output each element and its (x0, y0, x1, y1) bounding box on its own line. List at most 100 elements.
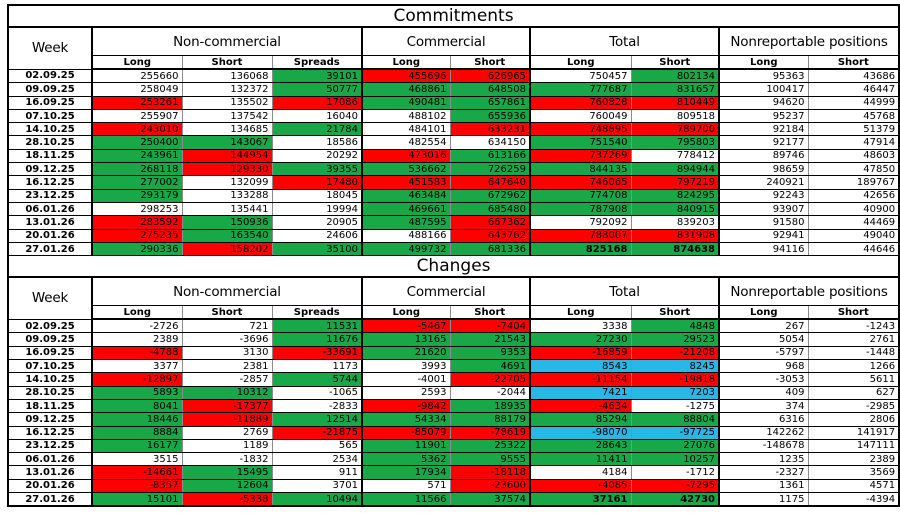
value-cell: 643762 (449, 228, 531, 243)
week-header: Week (7, 26, 93, 70)
value-cell: -3053 (718, 372, 809, 387)
value-cell: 3338 (529, 318, 632, 334)
table-row: 16.09.25 -4788 3130 -33691 21620 9353 -16859 -2… (7, 345, 900, 361)
section-title: Changes (6, 255, 900, 279)
value-cell: 748895 (529, 122, 632, 137)
value-cell: 16040 (271, 108, 363, 124)
col-header-short: Short (807, 305, 900, 321)
value-cell: 1189 (181, 438, 273, 454)
value-cell: -1065 (271, 385, 363, 400)
value-cell: 93907 (718, 201, 809, 217)
value-cell: 243961 (91, 148, 183, 164)
value-cell: -3696 (181, 332, 273, 347)
week-cell: 16.09.25 (7, 95, 93, 110)
value-cell: 3377 (91, 359, 183, 374)
value-cell: 1266 (807, 359, 900, 374)
value-cell: 667362 (449, 215, 531, 230)
table-row: 28.10.25 5893 10312 -1065 2593 -2044 7421 7203 4… (7, 385, 900, 400)
value-cell: 95237 (718, 108, 809, 124)
value-cell: 144954 (181, 148, 273, 164)
value-cell: 2389 (807, 452, 900, 467)
value-cell: -2726 (91, 318, 183, 334)
value-cell: 268118 (91, 162, 183, 177)
value-cell: 290336 (91, 241, 183, 257)
week-cell: 14.10.25 (7, 122, 93, 137)
value-cell: 18935 (449, 398, 531, 414)
value-cell: 189767 (807, 175, 900, 190)
value-cell: 43686 (807, 68, 900, 84)
col-header-short: Short (181, 305, 273, 321)
week-cell: 13.01.26 (7, 215, 93, 230)
value-cell: 24606 (271, 228, 363, 243)
table-row: 18.11.25 243961 144954 20292 473016 613166 737… (7, 148, 900, 164)
value-cell: 3993 (361, 359, 451, 374)
value-cell: -5467 (361, 318, 451, 334)
value-cell: 49040 (807, 228, 900, 243)
group-noncommercial: Non-commercial (91, 276, 363, 307)
value-cell: 136068 (181, 68, 273, 84)
value-cell: 911 (271, 465, 363, 480)
value-cell: 8884 (91, 425, 183, 440)
value-cell: 18586 (271, 135, 363, 150)
value-cell: 9353 (449, 345, 531, 361)
value-cell: 3515 (91, 452, 183, 467)
sub-header-row: Long Short Spreads Long Short Long Short… (8, 55, 900, 70)
group-total: Total (529, 276, 720, 307)
table-row: 23.12.25 293179 133288 18045 463484 672962 774… (7, 188, 900, 203)
value-cell: 2389 (91, 332, 183, 347)
table-row: 07.10.25 3377 2381 1173 3993 4691 8543 8245 968 1… (7, 359, 900, 374)
value-cell: 499732 (361, 241, 451, 257)
group-header-row: Week Non-commercial Commercial Total Non… (7, 26, 900, 70)
value-cell: 13165 (361, 332, 451, 347)
value-cell: 750457 (529, 68, 632, 84)
value-cell: 42730 (630, 492, 720, 507)
group-nonreportable: Nonreportable positions (717, 276, 900, 307)
week-cell: 09.12.25 (7, 162, 93, 177)
group-commercial: Commercial (361, 26, 531, 56)
value-cell: -1243 (807, 318, 900, 334)
value-cell: -17377 (181, 398, 273, 414)
value-cell: 894944 (630, 162, 720, 177)
value-cell: 809518 (630, 108, 720, 124)
value-cell: -12897 (91, 372, 183, 387)
table-row: 14.10.25 243010 134685 21784 484101 633231 748… (7, 122, 900, 137)
changes-section: Changes Week Non-commercial Commercial T… (6, 255, 900, 507)
value-cell: 132372 (181, 82, 273, 97)
section-title: Commitments (6, 4, 900, 28)
value-cell: 839203 (630, 215, 720, 230)
week-header: Week (7, 276, 93, 320)
value-cell: 20905 (271, 215, 363, 230)
value-cell: 482554 (361, 135, 451, 150)
value-cell: 243010 (91, 122, 183, 137)
value-cell: 797219 (630, 175, 720, 190)
value-cell: 672962 (449, 188, 531, 203)
value-cell: -1832 (181, 452, 273, 467)
value-cell: -11154 (529, 372, 632, 387)
col-header-short: Short (449, 55, 531, 70)
value-cell: 267 (718, 318, 809, 334)
table-row: 09.09.25 258049 132372 50777 468861 648508 777… (7, 82, 900, 97)
table-row: 14.10.25 -12897 -2857 5744 -4001 -22705 -11154… (7, 372, 900, 387)
value-cell: 240921 (718, 175, 809, 190)
value-cell: -2985 (807, 398, 900, 414)
value-cell: 634150 (449, 135, 531, 150)
table-row: 13.01.26 283592 150936 20905 487595 667362 792… (7, 215, 900, 230)
col-header-long: Long (529, 305, 632, 321)
value-cell: -4788 (91, 345, 183, 361)
value-cell: 2534 (271, 452, 363, 467)
value-cell: -4001 (361, 372, 451, 387)
value-cell: 613166 (449, 148, 531, 164)
week-cell: 16.09.25 (7, 345, 93, 361)
table-row: 09.12.25 18446 -11889 12514 54334 88179 85294 8… (7, 412, 900, 427)
week-cell: 27.01.26 (7, 241, 93, 257)
value-cell: 633231 (449, 122, 531, 137)
week-cell: 23.12.25 (7, 438, 93, 454)
value-cell: 451583 (361, 175, 451, 190)
value-cell: 255907 (91, 108, 183, 124)
value-cell: -4085 (529, 478, 632, 494)
table-row: 28.10.25 250400 143067 18586 482554 634150 751… (7, 135, 900, 150)
week-cell: 06.01.26 (7, 452, 93, 467)
value-cell: 277002 (91, 175, 183, 190)
value-cell: 760828 (529, 95, 632, 110)
value-cell: 16177 (91, 438, 183, 454)
